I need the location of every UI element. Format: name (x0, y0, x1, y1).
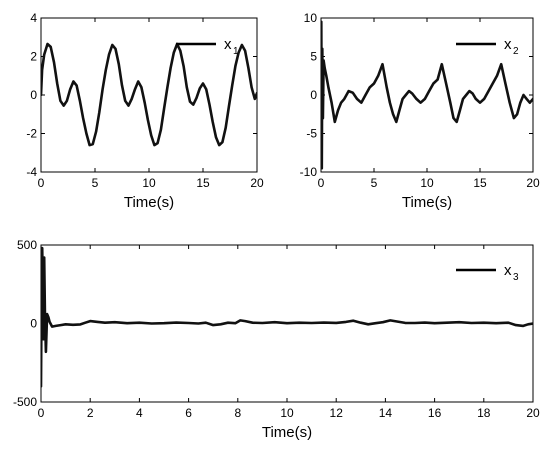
legend-label-subscript: 3 (513, 272, 519, 283)
x-tick-label: 0 (318, 176, 325, 190)
legend-label-subscript: 2 (513, 46, 519, 57)
y-tick-label: -2 (26, 127, 37, 141)
x-tick-label: 16 (428, 406, 442, 420)
legend-label: x (224, 36, 232, 53)
x-tick-label: 15 (473, 176, 487, 190)
y-tick-label: 500 (17, 238, 37, 252)
x-tick-label: 6 (185, 406, 192, 420)
y-tick-label: -5 (306, 127, 317, 141)
x-tick-label: 12 (330, 406, 344, 420)
x-tick-label: 0 (38, 406, 45, 420)
x-tick-label: 20 (250, 176, 264, 190)
y-tick-label: 0 (30, 88, 37, 102)
x-tick-label: 5 (92, 176, 99, 190)
x-tick-label: 10 (420, 176, 434, 190)
legend-label-subscript: 1 (233, 46, 239, 57)
x-axis-label: Time(s) (262, 424, 312, 441)
series-line-x1 (41, 42, 257, 147)
x-axis-label: Time(s) (124, 194, 174, 211)
series-line-x3 (41, 246, 533, 388)
x-tick-label: 2 (87, 406, 94, 420)
legend-label: x (504, 262, 512, 279)
x-tick-label: 10 (142, 176, 156, 190)
y-tick-label: 4 (30, 11, 37, 25)
y-tick-label: 0 (30, 317, 37, 331)
x-tick-label: 5 (371, 176, 378, 190)
x-tick-label: 20 (526, 176, 540, 190)
legend-label: x (504, 36, 512, 53)
y-tick-label: 10 (304, 11, 318, 25)
x-tick-label: 10 (280, 406, 294, 420)
x-tick-label: 0 (38, 176, 45, 190)
panel-x1: 0 5 10 15 20 -4 -2 0 2 4 Time(s) x 1 (26, 11, 264, 211)
x-tick-label: 18 (477, 406, 491, 420)
x-tick-label: 4 (136, 406, 143, 420)
panel-x2: 0 5 10 15 20 -10 -5 0 5 10 Time(s) x 2 (300, 11, 540, 211)
x-tick-label: 20 (526, 406, 540, 420)
y-tick-label: 2 (30, 50, 37, 64)
x-tick-label: 14 (379, 406, 393, 420)
y-tick-label: -10 (300, 165, 318, 179)
x-axis-label: Time(s) (402, 194, 452, 211)
y-tick-label: -500 (13, 395, 37, 409)
y-tick-label: 0 (310, 88, 317, 102)
x-tick-label: 15 (196, 176, 210, 190)
x-tick-label: 8 (234, 406, 241, 420)
series-line-x2 (321, 20, 533, 170)
y-tick-label: -4 (26, 165, 37, 179)
y-tick-label: 5 (310, 50, 317, 64)
